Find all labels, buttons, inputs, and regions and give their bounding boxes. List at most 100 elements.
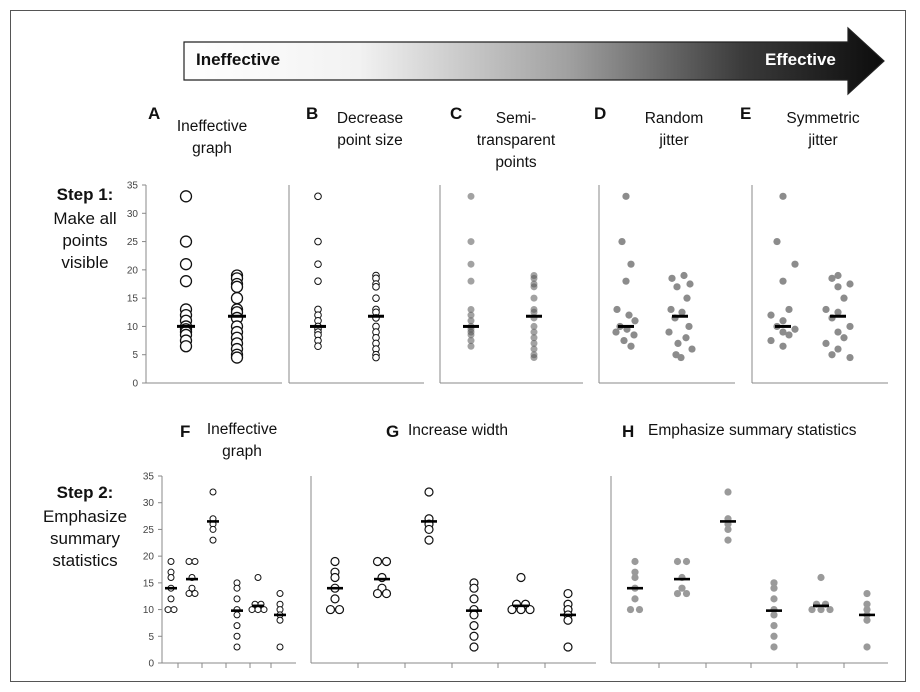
panel-e-point [779, 277, 787, 285]
panel-h-point [635, 605, 644, 614]
panel-g-point [563, 615, 573, 625]
panel-c-title-line: transparent [476, 132, 556, 149]
step2-y-tick-label: 10 [143, 605, 155, 616]
panel-c-point [467, 238, 475, 246]
panel-d-letter: D [594, 104, 607, 123]
panel-c-point [530, 328, 538, 336]
panel-e-point [846, 322, 854, 331]
panel-g-title: Increase width [408, 420, 508, 442]
panel-f-point [260, 606, 268, 614]
panel-e-point [840, 334, 848, 342]
step2-y-tick-label: 0 [148, 659, 154, 670]
panel-d-point [627, 342, 635, 350]
panel-d-point [677, 353, 685, 362]
panel-e-letter: E [740, 104, 752, 123]
panel-g-point [424, 535, 434, 545]
panel-d-point [667, 305, 675, 314]
step1-y-tick-label: 5 [132, 350, 138, 361]
panel-f-point [170, 606, 178, 614]
panel-f-point [167, 557, 175, 565]
panel-c-point [467, 311, 475, 319]
panel-c-point [530, 294, 538, 302]
step2-desc-line: statistics [52, 551, 118, 570]
step2-y-tick-label: 30 [143, 498, 155, 509]
gradient-arrow [183, 26, 885, 96]
panel-c-point [530, 339, 538, 347]
panel-d-point [668, 274, 676, 282]
panel-c-point [530, 345, 538, 353]
panel-d-point [688, 345, 696, 353]
panel-c-point [530, 283, 538, 291]
panel-h-point [770, 632, 778, 640]
panel-h-point [724, 525, 732, 534]
panel-g-point [330, 572, 340, 583]
panel-h-point [678, 584, 686, 592]
panel-g-point [525, 604, 535, 615]
panel-d-point [630, 331, 638, 339]
panel-h-point [770, 584, 778, 592]
step2-y-tick-label: 25 [143, 525, 155, 536]
panel-c-point [530, 308, 538, 316]
panel-e-point [846, 280, 854, 288]
panel-e-point [834, 328, 842, 336]
panel-d-point [612, 328, 620, 336]
panel-h-point [770, 643, 778, 651]
step1-y-tick-label: 20 [127, 265, 139, 276]
panel-e-point [822, 305, 830, 314]
panel-b-point [314, 192, 322, 201]
panel-c-point [467, 192, 475, 200]
panel-h-point [724, 488, 732, 496]
panel-h-point [817, 605, 825, 614]
panel-g-point [372, 588, 383, 599]
panel-a-point [179, 275, 193, 288]
step2-heading: Step 2: [56, 483, 114, 502]
panel-h-point [673, 589, 682, 598]
panel-g-point [469, 631, 479, 641]
panel-b-point [314, 342, 322, 351]
panel-g-point [469, 583, 479, 593]
figure-frame [10, 10, 906, 682]
panel-d-point [680, 271, 688, 280]
panel-d-point [613, 305, 621, 314]
step2-description: Emphasize summary statistics [22, 506, 148, 572]
panel-h-title: Emphasize summary statistics [648, 420, 856, 442]
panel-g-point [563, 642, 573, 652]
panel-f-point [209, 536, 217, 544]
panel-a-point [179, 235, 193, 248]
panel-f-point [233, 643, 241, 651]
panel-f-point [209, 525, 217, 533]
panel-c-title-line: Semi- [495, 110, 537, 127]
panel-e-point [846, 353, 854, 362]
panel-f-point [233, 595, 241, 603]
panel-h-point [626, 605, 635, 614]
step2-desc-line: Emphasize [42, 507, 128, 526]
panel-b-point [372, 353, 380, 362]
panel-e-point [779, 192, 787, 200]
panel-h-point [631, 568, 639, 576]
panel-e-point [828, 274, 836, 282]
panel-e-point [834, 271, 842, 280]
panel-d-point [625, 311, 633, 319]
panel-d-point [674, 339, 682, 347]
panel-d-point [682, 334, 690, 342]
panel-c-point [530, 322, 538, 330]
panel-a-point [179, 340, 193, 353]
panel-f-title: Ineffective graph [190, 419, 294, 463]
panel-f-point [254, 574, 262, 582]
panel-e-point [779, 317, 787, 325]
panel-g-point [424, 487, 434, 497]
panel-f-point [233, 584, 241, 592]
panel-f-point [191, 557, 199, 565]
panel-e-title: Symmetric jitter [770, 108, 876, 152]
panel-e-point [785, 331, 793, 339]
panel-c-point [530, 334, 538, 342]
panel-g-point [563, 588, 573, 599]
panel-f-point [233, 622, 241, 630]
panel-f-point [185, 590, 193, 598]
panel-h-point [863, 616, 871, 624]
panel-c-point [467, 331, 475, 339]
panel-h-point [863, 589, 871, 598]
panel-e-point [785, 305, 793, 314]
panel-c-title: Semi- transparent points [460, 108, 572, 174]
panel-f-point [276, 643, 284, 651]
